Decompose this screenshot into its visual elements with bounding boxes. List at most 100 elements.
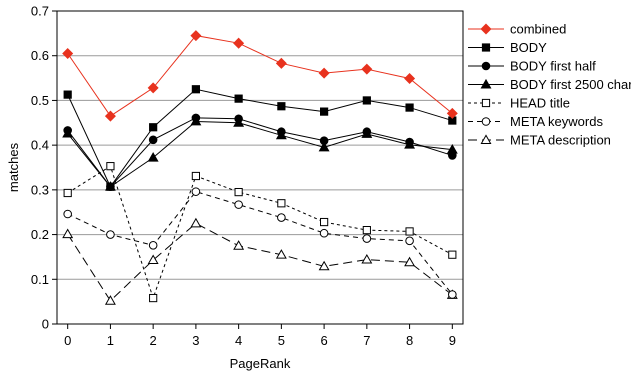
data-point [405,236,414,246]
legend-marker [480,134,492,144]
data-point [362,96,371,105]
data-point [148,241,158,250]
y-tick-label: 0.2 [31,227,49,242]
data-point [233,37,245,49]
data-point [62,228,74,239]
data-point [319,228,329,238]
data-point [448,250,457,259]
y-axis-ticks: 0 0.1 0.2 0.3 0.4 0.5 0.6 0.7 [31,4,57,332]
x-axis-ticks: 0 1 2 3 4 5 6 7 8 9 [64,324,456,348]
legend-marker [481,117,491,126]
legend-item: combined [468,22,566,37]
x-tick-label: 6 [320,333,327,348]
data-point [362,234,372,243]
series-line [67,117,453,188]
data-point [106,230,115,239]
data-point [234,114,243,124]
y-tick-label: 0.6 [31,48,49,63]
data-point [63,188,72,198]
x-tick-label: 0 [64,333,71,348]
x-tick-label: 8 [406,333,413,348]
data-point [106,162,115,171]
data-point [448,290,457,299]
series-line [67,35,453,117]
legend: combined BODY BODY first half BODY first 25… [468,22,631,148]
series-line [67,120,453,188]
data-point [191,171,200,181]
data-point [149,293,158,303]
legend-item: META keywords [468,114,603,129]
data-point [191,113,201,123]
data-point [147,254,159,265]
x-tick-label: 5 [278,333,285,348]
data-point [277,199,286,208]
data-point [190,217,202,228]
x-tick-label: 7 [363,333,370,348]
x-tick-label: 4 [235,333,242,348]
legend-marker [480,78,492,89]
data-point [63,90,72,99]
series-line [67,88,453,188]
x-tick-label: 3 [192,333,199,348]
x-axis-label: PageRank [230,356,291,371]
series-body-first-2500-chars [62,115,458,191]
y-tick-label: 0.4 [31,138,49,153]
data-point [191,187,201,196]
data-point [405,137,414,147]
data-point [234,94,243,103]
x-tick-label: 9 [449,333,456,348]
legend-label: BODY [510,40,547,55]
legend-marker [481,43,491,52]
data-point [62,47,74,59]
data-point [448,151,457,160]
data-point [318,141,330,152]
y-tick-label: 0.1 [31,272,49,287]
gridlines [57,55,463,280]
series-line [67,222,453,302]
legend-label: META keywords [510,114,603,129]
legend-marker [481,61,491,71]
series-body [63,85,457,191]
data-point [234,187,243,197]
data-point [319,136,329,145]
series-head-title [63,162,457,303]
legend-label: META description [510,133,611,148]
y-tick-label: 0.7 [31,4,49,19]
plot-frame [56,10,464,325]
data-point [446,107,458,119]
data-point [318,67,330,79]
legend-label: combined [510,22,566,37]
x-tick-label: 2 [150,333,157,348]
data-point [277,102,286,111]
data-point [277,127,286,137]
legend-item: META description [468,133,611,148]
data-point [147,152,159,162]
data-point [361,63,373,75]
data-point [104,295,116,305]
data-point [106,182,115,191]
data-point [404,73,416,85]
y-tick-label: 0.3 [31,182,49,197]
data-point [233,240,245,250]
legend-item: BODY first 2500 chars [468,77,631,92]
data-point [320,107,329,116]
data-point [361,254,373,264]
data-point [104,110,116,122]
data-point [63,126,72,135]
data-point [275,249,287,259]
data-point [190,30,202,42]
data-point [148,135,158,145]
x-tick-label: 1 [107,333,114,348]
data-point [405,227,414,236]
legend-item: HEAD title [468,96,570,111]
legend-marker [480,23,492,35]
legend-item: BODY first half [468,59,596,74]
legend-label: BODY first 2500 chars [510,77,631,92]
series-combined [62,30,458,122]
legend-label: HEAD title [510,96,570,111]
legend-item: BODY [468,40,547,55]
series-line [67,165,453,300]
series-line [67,191,453,295]
data-point [275,57,287,69]
